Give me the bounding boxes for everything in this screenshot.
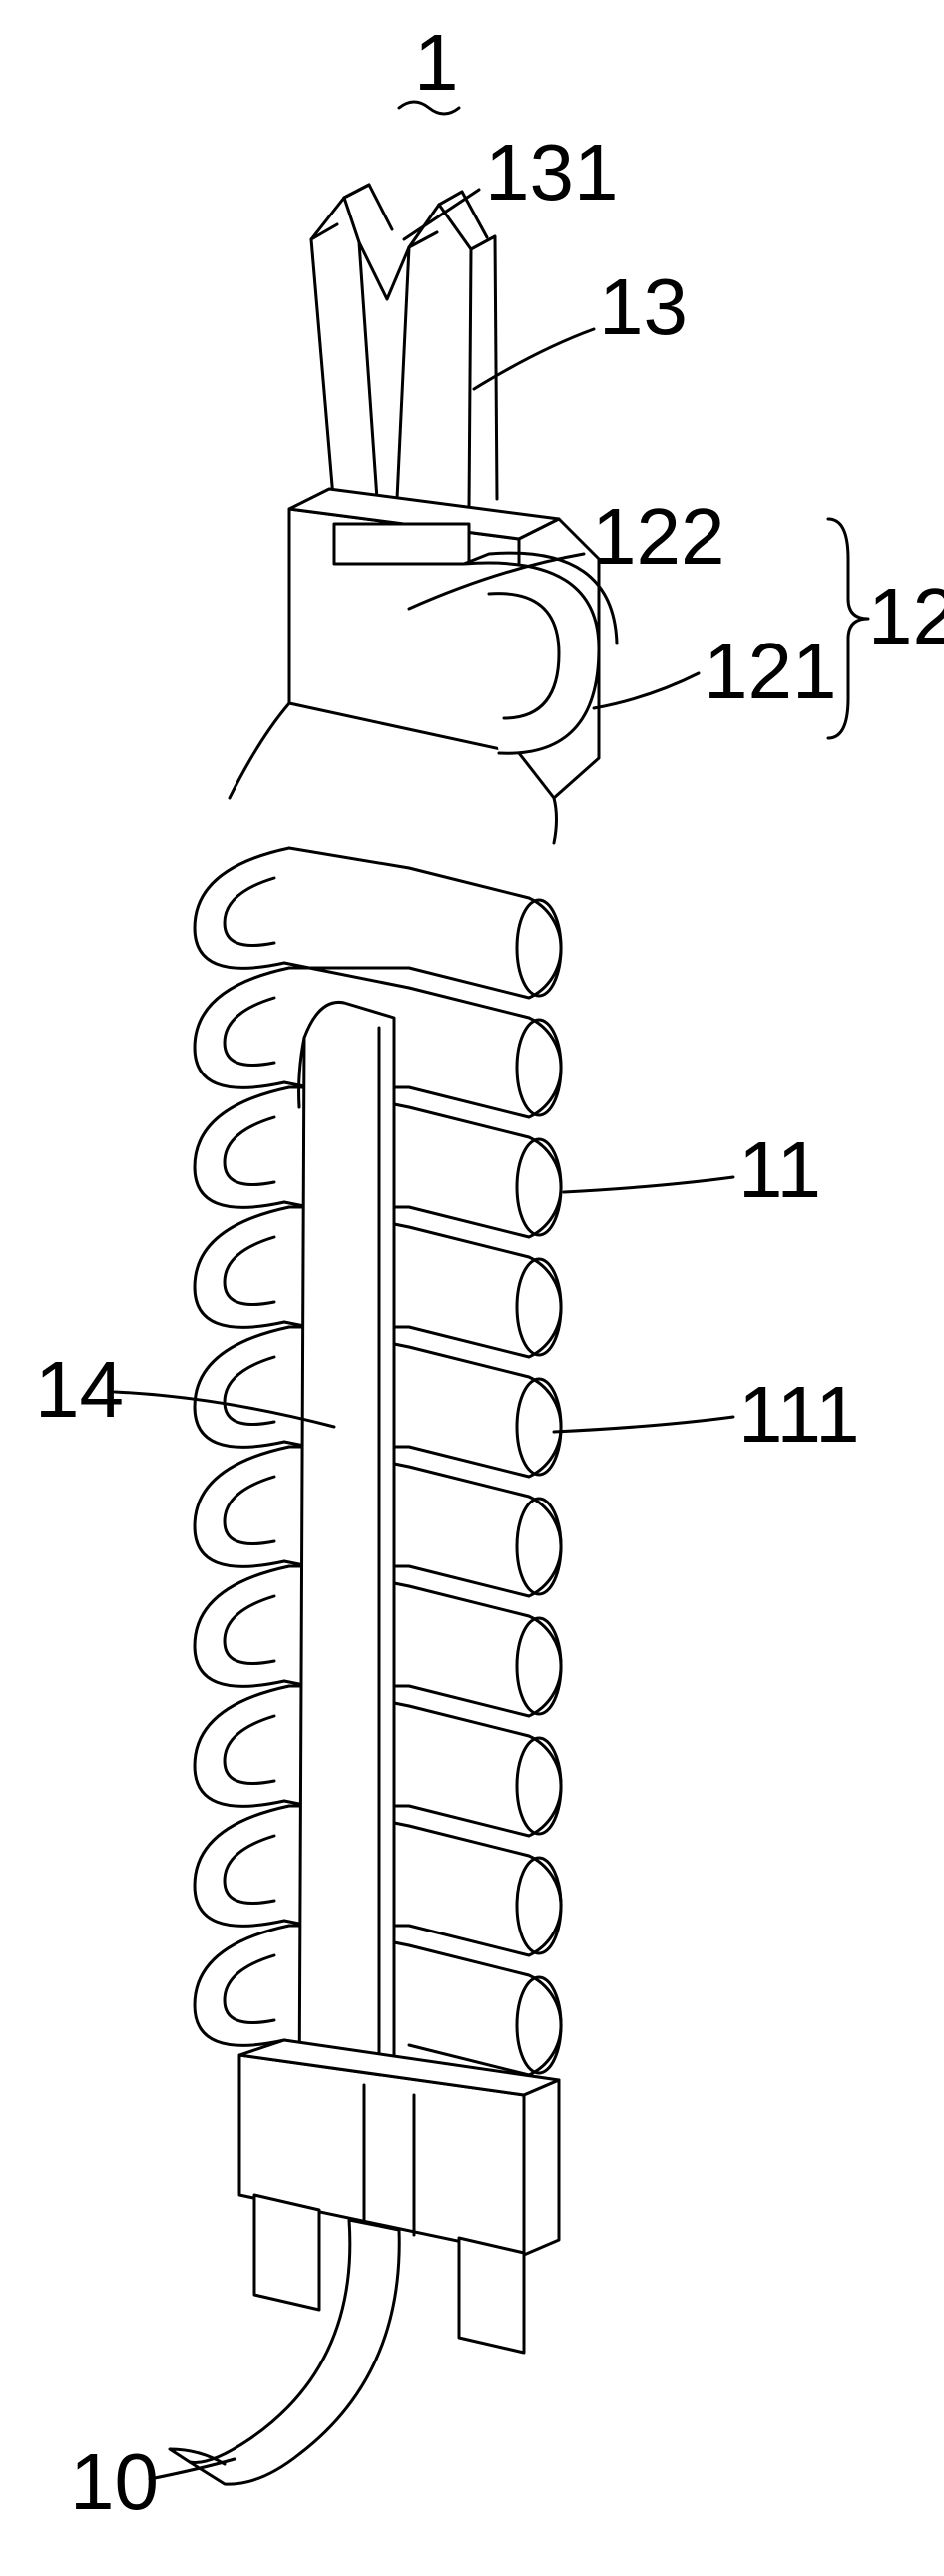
holder-to-coil-left [230,703,289,798]
leg-right [459,2238,524,2353]
label-holder-grp: 12 [868,572,944,660]
label-coil: 11 [738,1125,821,1214]
top-arm-right-outer [439,205,471,509]
top-arm-thk1 [311,224,337,239]
label-top-notch: 131 [485,128,618,216]
top-arm-facet1 [344,185,369,198]
leader-11 [564,1177,733,1192]
leader-111 [554,1417,733,1432]
bottom-block-side [524,2080,559,2255]
coil-right-segments [409,868,561,2075]
label-tail: 10 [70,2437,159,2526]
label-coil-seg: 111 [738,1370,860,1459]
holder-inner-slot [334,524,469,564]
holder-to-coil-right [554,798,557,843]
label-main: 1 [414,18,459,107]
top-arm-thk5 [471,236,497,499]
label-upper-arm: 13 [599,262,688,351]
leader-131 [404,190,479,239]
leader-121 [594,673,699,708]
leader-13 [474,329,594,389]
label-holder-out: 121 [704,627,836,715]
top-arm-left-outer [311,198,344,509]
coil-left-hooks [195,848,289,2045]
leg-left [254,2195,319,2310]
label-inner-strip: 14 [35,1345,124,1434]
label-holder-in: 122 [592,492,724,581]
top-arm-right-inner [397,205,439,499]
figure-svg: 1 131 13 12 122 121 11 111 14 10 [0,0,944,2576]
top-arm-notch [359,242,409,299]
